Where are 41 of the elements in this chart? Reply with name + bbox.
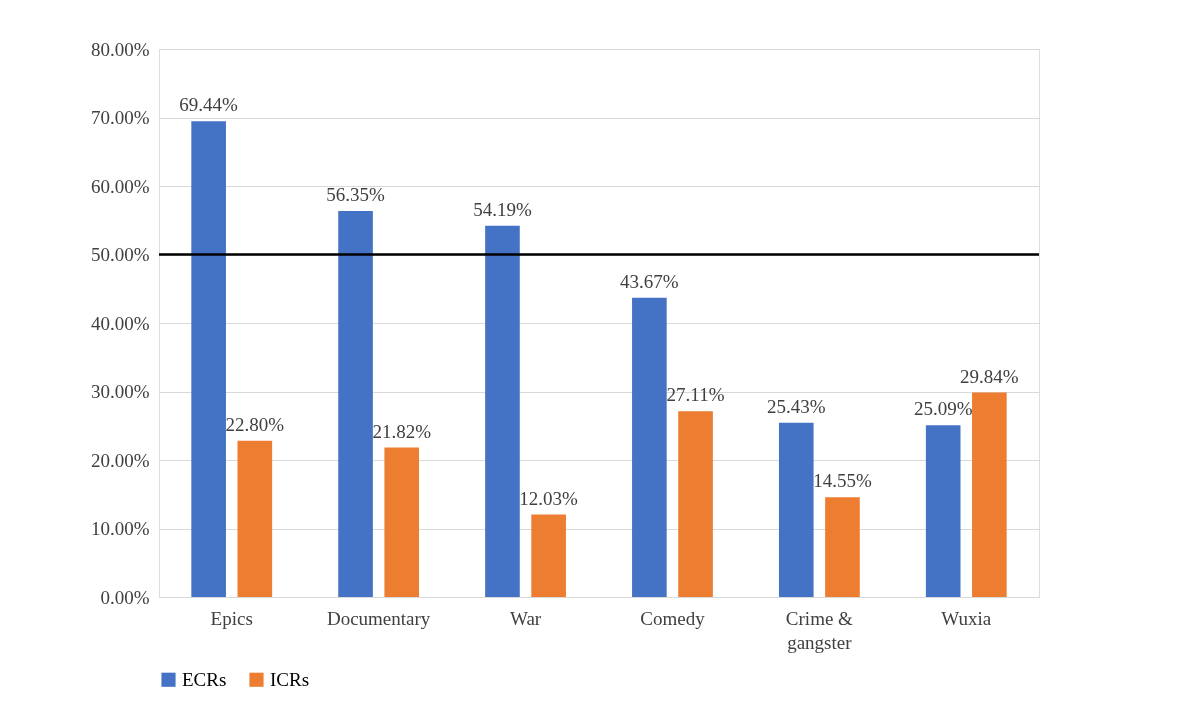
bar [972, 392, 1007, 597]
data-label: 56.35% [326, 184, 386, 205]
data-label: 69.44% [179, 94, 239, 116]
bar [485, 225, 520, 597]
data-label: 27.11% [666, 384, 725, 406]
y-tick-label: 50.00% [90, 244, 150, 265]
data-label: 43.67% [620, 270, 679, 292]
x-tick-label: Crime & gangster [785, 607, 854, 653]
data-label: 21.82% [372, 420, 432, 442]
data-label: 25.43% [766, 395, 826, 417]
y-tick-label: 40.00% [90, 312, 150, 334]
x-tick-label: Wuxia [941, 607, 992, 629]
x-tick-label: War [509, 607, 542, 629]
y-tick-label: 30.00% [90, 381, 150, 402]
legend-label: ICRs [270, 668, 310, 690]
x-tick-label: Epics [210, 607, 253, 629]
bar [825, 497, 860, 597]
data-label: 12.03% [519, 487, 579, 509]
data-label: 29.84% [960, 365, 1019, 387]
y-tick-label: 60.00% [90, 175, 150, 197]
bar [237, 440, 273, 597]
bar [778, 422, 814, 597]
x-tick-label: Documentary [326, 607, 431, 629]
data-label: 14.55% [813, 470, 872, 492]
data-label: 54.19% [473, 198, 532, 220]
y-tick-label: 0.00% [100, 586, 150, 608]
data-label: 22.80% [225, 413, 285, 435]
y-tick-label: 20.00% [90, 449, 150, 471]
bar [338, 211, 373, 597]
bar [925, 425, 961, 597]
bar [678, 411, 713, 597]
bar [384, 447, 420, 597]
bar [632, 297, 667, 597]
y-tick-label: 10.00% [90, 518, 150, 539]
bar [531, 514, 566, 597]
data-label: 25.09% [913, 398, 973, 420]
x-tick-label: Comedy [640, 607, 706, 629]
y-tick-label: 80.00% [90, 38, 150, 60]
legend-label: ECRs [182, 668, 227, 690]
bar [191, 121, 226, 597]
y-tick-label: 70.00% [90, 107, 150, 128]
